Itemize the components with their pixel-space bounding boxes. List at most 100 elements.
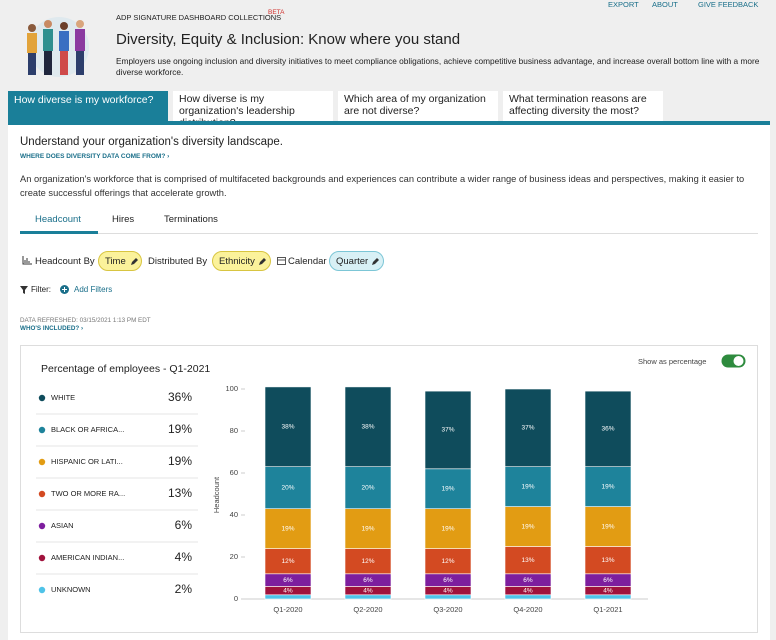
data-label: 12% bbox=[361, 558, 374, 565]
y-tick-label: 100 bbox=[225, 384, 238, 393]
refresh-text: DATA REFRESHED: 03/15/2021 1:13 PM EDT bbox=[20, 317, 151, 324]
subtab[interactable]: Terminations bbox=[164, 214, 218, 225]
about-link[interactable]: ABOUT bbox=[652, 0, 678, 9]
data-label: 19% bbox=[521, 523, 534, 530]
breakdown-list: WHITE 36% BLACK OR AFRICA... 19% HISPANIC OR… bbox=[36, 390, 198, 596]
breakdown-share: 4% bbox=[175, 550, 193, 564]
data-label: 38% bbox=[361, 424, 374, 431]
tab[interactable]: What termination reasons are affecting d… bbox=[503, 91, 663, 121]
filter-label: Filter: bbox=[31, 285, 51, 294]
illustration bbox=[27, 17, 89, 77]
data-label: 4% bbox=[283, 587, 293, 594]
breakdown-name: BLACK OR AFRICA... bbox=[51, 425, 124, 434]
x-tick-label: Q2-2020 bbox=[353, 605, 382, 614]
export-link[interactable]: EXPORT bbox=[608, 0, 639, 9]
bar-segment bbox=[344, 548, 392, 575]
data-label: 6% bbox=[363, 577, 373, 584]
data-label: 37% bbox=[441, 427, 454, 434]
collection-label: ADP SIGNATURE DASHBOARD COLLECTIONS bbox=[116, 13, 282, 22]
edit-icon bbox=[131, 258, 138, 265]
feedback-link[interactable]: GIVE FEEDBACK bbox=[698, 0, 759, 9]
time-pill[interactable]: Time bbox=[98, 251, 142, 271]
bar-segment bbox=[344, 508, 392, 549]
swatch bbox=[38, 586, 46, 594]
bar-segment bbox=[264, 508, 312, 549]
data-label: 20% bbox=[281, 484, 294, 491]
tab[interactable]: Which area of my organization are not di… bbox=[338, 91, 498, 121]
data-label: 38% bbox=[281, 424, 294, 431]
source-link[interactable]: WHERE DOES DIVERSITY DATA COME FROM? › bbox=[20, 153, 170, 160]
bar-segment bbox=[584, 594, 632, 600]
data-label: 6% bbox=[603, 577, 613, 584]
swatch bbox=[38, 522, 46, 530]
people bbox=[27, 20, 85, 75]
bar-segment bbox=[584, 390, 632, 467]
whos-included-link[interactable]: WHO'S INCLUDED? › bbox=[20, 325, 84, 332]
breakdown-share: 2% bbox=[175, 582, 193, 596]
bar-segment bbox=[344, 594, 392, 600]
chart-panel bbox=[20, 345, 758, 633]
swatch bbox=[38, 554, 46, 562]
data-label: 19% bbox=[361, 525, 374, 532]
section-heading: Understand your organization's diversity… bbox=[20, 136, 284, 148]
bar-segment bbox=[504, 506, 552, 547]
bar-segment bbox=[504, 466, 552, 507]
breakdown-share: 19% bbox=[168, 422, 192, 436]
subtab[interactable]: Headcount bbox=[35, 214, 81, 225]
x-tick-label: Q4-2020 bbox=[513, 605, 542, 614]
page-description: Employers use ongoing inclusion and dive… bbox=[116, 56, 760, 77]
bar-segment bbox=[584, 546, 632, 575]
bar-segment bbox=[264, 548, 312, 575]
percentage-toggle[interactable] bbox=[721, 354, 746, 368]
ethnicity-pill[interactable]: Ethnicity bbox=[212, 251, 271, 271]
breakdown-share: 13% bbox=[168, 486, 192, 500]
breakdown-name: ASIAN bbox=[51, 521, 74, 530]
data-label: 6% bbox=[283, 577, 293, 584]
bar-segment bbox=[584, 466, 632, 507]
bar-segment bbox=[424, 548, 472, 575]
data-label: 13% bbox=[521, 557, 534, 564]
swatch bbox=[38, 426, 46, 434]
y-axis-label: Headcount bbox=[212, 476, 221, 513]
quarter-pill[interactable]: Quarter bbox=[329, 251, 384, 271]
data-label: 19% bbox=[441, 485, 454, 492]
edit-icon bbox=[259, 258, 266, 265]
x-tick-label: Q1-2021 bbox=[593, 605, 622, 614]
data-label: 6% bbox=[523, 577, 533, 584]
tab[interactable]: How diverse is my workforce? bbox=[8, 91, 168, 121]
data-label: 19% bbox=[441, 525, 454, 532]
page-title: Diversity, Equity & Inclusion: Know wher… bbox=[116, 31, 461, 48]
bar-segment bbox=[424, 508, 472, 549]
breakdown-name: HISPANIC OR LATI... bbox=[51, 457, 123, 466]
edit-icon bbox=[372, 258, 379, 265]
panel-title: Percentage of employees - Q1-2021 bbox=[41, 363, 211, 375]
y-tick-label: 80 bbox=[230, 426, 238, 435]
subtab[interactable]: Hires bbox=[112, 214, 135, 225]
breakdown-name: TWO OR MORE RA... bbox=[51, 489, 125, 498]
x-tick-label: Q1-2020 bbox=[273, 605, 302, 614]
bar-segment bbox=[424, 390, 472, 470]
breakdown-share: 6% bbox=[175, 518, 193, 532]
data-label: 19% bbox=[601, 483, 614, 490]
data-label: 19% bbox=[521, 483, 534, 490]
breakdown-share: 36% bbox=[168, 390, 192, 404]
swatch bbox=[38, 394, 46, 402]
control-label: Calendar bbox=[288, 256, 327, 267]
breakdown-share: 19% bbox=[168, 454, 192, 468]
bar-segment bbox=[584, 506, 632, 547]
data-label: 20% bbox=[361, 484, 374, 491]
chart: Headcount 0 20 40 60 80 100 Q1-2020 4% 6% 12% 19% 2… bbox=[212, 384, 648, 614]
subtab-indicator bbox=[20, 231, 98, 234]
bar-segment bbox=[504, 594, 552, 600]
breakdown-name: WHITE bbox=[51, 393, 75, 402]
data-label: 4% bbox=[443, 587, 453, 594]
add-filters-link[interactable]: Add Filters bbox=[74, 285, 113, 294]
control-label: Headcount By bbox=[35, 256, 95, 267]
beta-badge: BETA bbox=[268, 9, 285, 16]
bar-segment bbox=[424, 468, 472, 510]
bar-icon bbox=[22, 256, 32, 265]
tab[interactable]: How diverse is my organization's leaders… bbox=[173, 91, 333, 129]
tab-bar bbox=[8, 121, 770, 125]
data-label: 19% bbox=[601, 523, 614, 530]
